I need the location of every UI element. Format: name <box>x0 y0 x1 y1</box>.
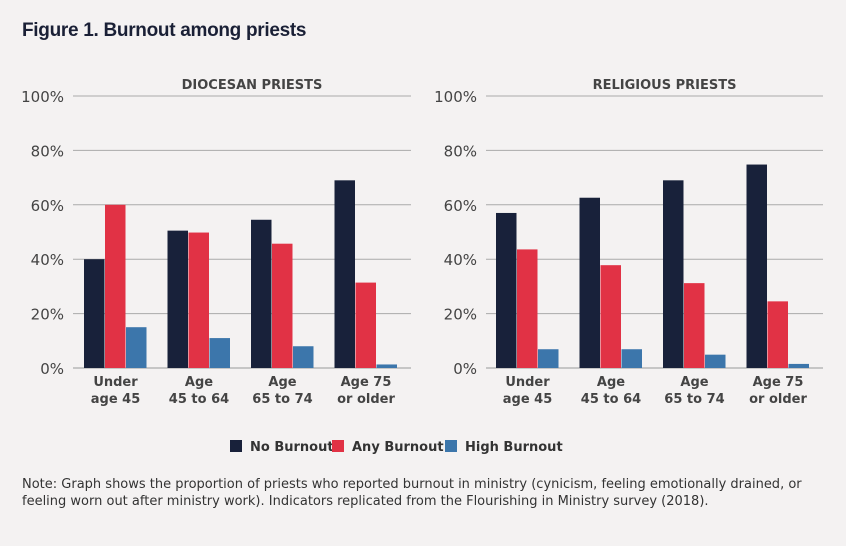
y-tick-label: 80% <box>444 142 477 160</box>
legend-label: No Burnout <box>250 440 334 455</box>
y-tick-label: 20% <box>444 306 477 324</box>
bar-no-burnout <box>579 197 600 368</box>
bar-no-burnout <box>84 259 105 368</box>
x-tick-label: age 45 <box>503 392 553 407</box>
x-tick-label: Age <box>680 375 708 390</box>
bar-high-burnout <box>209 338 230 368</box>
bar-no-burnout <box>496 212 517 368</box>
x-tick-label: Age <box>268 375 296 390</box>
bar-no-burnout <box>746 164 767 368</box>
burnout-chart: DIOCESAN PRIESTS 0% 20% 40% 60% 80% 100% Under a… <box>21 78 823 455</box>
bar-any-burnout <box>517 249 538 368</box>
bar-high-burnout <box>705 354 726 368</box>
bar-high-burnout <box>376 364 397 368</box>
legend-label: Any Burnout <box>352 440 444 455</box>
legend-label: High Burnout <box>465 440 563 455</box>
bar-any-burnout <box>188 232 209 368</box>
y-tick-label: 40% <box>444 251 477 269</box>
x-tick-label: 65 to 74 <box>252 392 312 407</box>
legend-swatch <box>445 440 457 452</box>
bar-any-burnout <box>767 301 788 368</box>
bar-high-burnout <box>788 363 809 368</box>
x-tick-label: or older <box>749 392 807 407</box>
bar-high-burnout <box>293 346 314 368</box>
x-tick-label: Age 75 <box>753 375 804 390</box>
bar-any-burnout <box>355 282 376 368</box>
y-tick-label: 60% <box>444 197 477 215</box>
bar-any-burnout <box>684 283 705 368</box>
bar-high-burnout <box>538 349 559 368</box>
figure-note: Note: Graph shows the proportion of prie… <box>22 477 802 509</box>
x-tick-label: Under <box>505 375 550 390</box>
bar-no-burnout <box>251 219 272 368</box>
y-tick-label: 100% <box>21 88 64 106</box>
bar-no-burnout <box>663 180 684 368</box>
y-tick-label: 80% <box>31 142 64 160</box>
y-tick-label: 20% <box>31 306 64 324</box>
bar-high-burnout <box>126 327 147 368</box>
bar-any-burnout <box>272 243 293 368</box>
bar-no-burnout <box>334 180 355 368</box>
x-tick-label: Under <box>93 375 138 390</box>
y-tick-label: 0% <box>453 360 477 378</box>
bar-high-burnout <box>621 349 642 368</box>
legend-swatch <box>230 440 242 452</box>
x-tick-label: age 45 <box>91 392 141 407</box>
y-tick-label: 60% <box>31 197 64 215</box>
x-tick-label: or older <box>337 392 395 407</box>
y-tick-label: 100% <box>434 88 477 106</box>
y-tick-label: 0% <box>40 360 64 378</box>
figure-title: Figure 1. Burnout among priests <box>22 20 307 41</box>
x-tick-label: 45 to 64 <box>169 392 229 407</box>
bar-any-burnout <box>105 204 126 368</box>
panel-title: RELIGIOUS PRIESTS <box>593 78 737 93</box>
x-tick-label: Age <box>185 375 213 390</box>
x-tick-label: Age <box>597 375 625 390</box>
x-tick-label: 65 to 74 <box>664 392 724 407</box>
panel-title: DIOCESAN PRIESTS <box>182 78 323 93</box>
y-tick-label: 40% <box>31 251 64 269</box>
bar-no-burnout <box>167 230 188 368</box>
legend-swatch <box>332 440 344 452</box>
x-tick-label: 45 to 64 <box>581 392 641 407</box>
x-tick-label: Age 75 <box>341 375 392 390</box>
bar-any-burnout <box>600 265 621 368</box>
